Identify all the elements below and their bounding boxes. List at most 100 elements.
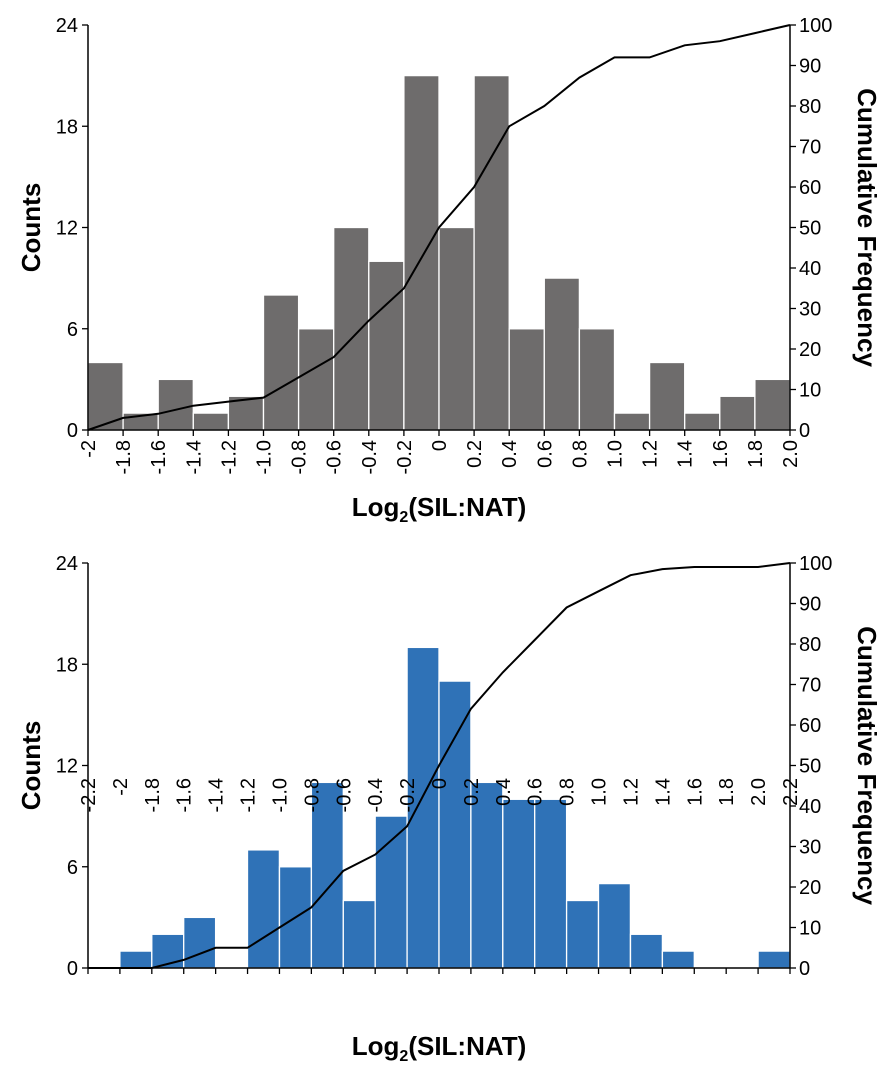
histogram-bar — [157, 378, 194, 431]
histogram-bar — [470, 781, 504, 969]
x-tick-label: 1.6 — [710, 440, 732, 468]
y2-tick-label: 10 — [799, 380, 821, 402]
x-tick-label: -0.4 — [359, 440, 381, 474]
y-tick-label: 12 — [56, 218, 78, 240]
x-tick-label: -1.8 — [113, 440, 135, 474]
histogram-bar — [684, 412, 721, 431]
x-tick-label: 2.0 — [748, 778, 770, 806]
y2-tick-label: 30 — [799, 299, 821, 321]
x-tick-label: 0.6 — [534, 440, 556, 468]
histogram-bar — [342, 899, 376, 969]
histogram-bar — [406, 646, 440, 969]
histogram-bar — [597, 882, 632, 969]
x-tick-label: -1.2 — [238, 778, 260, 812]
y2-axis-title: Cumulative Frequency — [852, 88, 882, 367]
histogram-bar — [297, 328, 335, 431]
y2-tick-label: 60 — [799, 715, 821, 737]
x-axis-title-subscript: 2 — [399, 1048, 408, 1065]
y-tick-label: 18 — [56, 654, 78, 676]
y2-tick-label: 0 — [799, 958, 810, 980]
y2-tick-label: 50 — [799, 218, 821, 240]
histogram-bar — [473, 74, 510, 431]
y2-tick-label: 40 — [799, 258, 821, 280]
cumulative-frequency-line — [87, 24, 791, 431]
histogram-bar — [534, 798, 568, 969]
y2-tick-label: 70 — [799, 137, 821, 159]
x-tick-label: 0.4 — [493, 778, 515, 806]
histogram-bar — [183, 916, 217, 969]
histogram-bar — [246, 849, 281, 969]
x-tick-label: 0.2 — [461, 778, 483, 806]
y-tick-label: 0 — [67, 420, 78, 442]
x-tick-label: 1.8 — [716, 778, 738, 806]
x-tick-label: 1.2 — [640, 440, 662, 468]
x-tick-label: 1.6 — [684, 778, 706, 806]
x-tick-label: -0.2 — [394, 440, 416, 474]
x-tick-label: 0 — [429, 778, 451, 789]
x-axis-title-rest: (SIL:NAT) — [408, 492, 526, 522]
histogram-bar — [661, 950, 695, 969]
histogram-bar — [754, 378, 791, 431]
x-axis-title-main: Log — [352, 1031, 400, 1061]
x-tick-label: 1.2 — [621, 778, 643, 806]
histogram-bar — [374, 815, 408, 969]
y2-tick-label: 80 — [799, 634, 821, 656]
x-tick-label: -0.6 — [333, 778, 355, 812]
x-tick-label: 1.0 — [605, 440, 627, 468]
x-tick-label: -1.0 — [254, 440, 276, 474]
x-axis-title-main: Log — [352, 492, 400, 522]
y-axis-title: Counts — [16, 183, 46, 273]
x-tick-label: 1.0 — [589, 778, 611, 806]
x-tick-label: 1.4 — [675, 440, 697, 468]
histogram-bar — [565, 899, 600, 969]
x-tick-label: 0.6 — [525, 778, 547, 806]
histogram-bar — [368, 260, 405, 431]
y2-tick-label: 50 — [799, 756, 821, 778]
y2-tick-label: 90 — [799, 594, 821, 616]
x-tick-label: 0 — [429, 440, 451, 451]
histogram-bar — [192, 412, 230, 431]
histogram-bar — [629, 933, 664, 969]
y2-tick-label: 100 — [799, 553, 832, 575]
x-tick-label: 1.4 — [652, 778, 674, 806]
histogram-bar — [543, 277, 581, 431]
histogram-bar — [757, 950, 791, 969]
y-tick-label: 6 — [67, 857, 78, 879]
histogram-bar — [438, 680, 472, 969]
histogram-bar — [333, 226, 370, 431]
x-tick-label: -0.8 — [301, 778, 323, 812]
x-tick-label: -1.4 — [183, 440, 205, 474]
histogram-bar — [719, 395, 756, 431]
histogram-bar — [403, 74, 440, 431]
y-tick-label: 0 — [67, 958, 78, 980]
y-tick-label: 24 — [56, 15, 78, 37]
x-tick-label: 1.8 — [745, 440, 767, 468]
histogram-bar — [310, 781, 344, 969]
y-axis-title: Counts — [16, 721, 46, 811]
x-tick-label: -1.0 — [270, 778, 292, 812]
x-tick-label: 0.4 — [499, 440, 521, 468]
x-tick-label: -1.2 — [218, 440, 240, 474]
histogram-bar — [438, 226, 475, 431]
histogram-bar — [502, 798, 536, 969]
y2-tick-label: 30 — [799, 837, 821, 859]
x-tick-label: 2.2 — [780, 778, 802, 806]
y-tick-label: 24 — [56, 553, 78, 575]
y2-tick-label: 0 — [799, 420, 810, 442]
histogram-bar — [508, 328, 545, 431]
y2-tick-label: 60 — [799, 177, 821, 199]
y-tick-label: 12 — [56, 756, 78, 778]
histogram-bar — [578, 328, 616, 431]
cumulative-frequency-line — [88, 562, 791, 969]
x-tick-label: -0.4 — [365, 778, 387, 812]
y2-axis-title: Cumulative Frequency — [852, 626, 882, 905]
y2-tick-label: 100 — [799, 15, 832, 37]
histogram-bar — [119, 950, 153, 969]
histogram-bar — [613, 412, 651, 431]
y-tick-label: 18 — [56, 116, 78, 138]
y2-tick-label: 20 — [799, 877, 821, 899]
x-tick-label: -0.8 — [289, 440, 311, 474]
